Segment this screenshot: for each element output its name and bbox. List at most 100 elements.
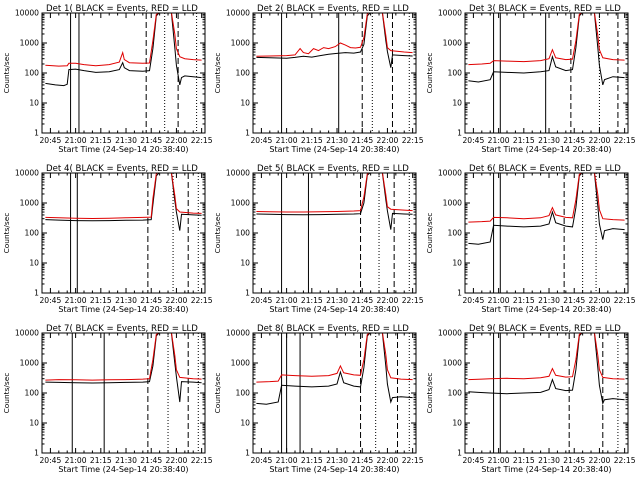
y-tick-label: 1 bbox=[34, 129, 39, 138]
x-tick-label: 20:45 bbox=[462, 456, 484, 465]
y-tick-label: 1 bbox=[245, 129, 250, 138]
y-tick-label: 10000 bbox=[226, 9, 250, 18]
x-tick-label: 21:15 bbox=[513, 296, 535, 305]
x-tick-label: 20:45 bbox=[39, 456, 61, 465]
panel-title: Det 4( BLACK = Events, RED = LLD bbox=[46, 164, 198, 174]
x-tick-label: 22:15 bbox=[614, 136, 636, 145]
x-tick-label: 22:00 bbox=[165, 456, 187, 465]
y-axis-label: Counts/sec bbox=[2, 213, 11, 254]
y-axis-label: Counts/sec bbox=[2, 373, 11, 414]
series-events-line bbox=[468, 13, 625, 86]
x-tick-label: 22:15 bbox=[191, 136, 213, 145]
x-tick-label: 21:00 bbox=[488, 136, 510, 145]
series-lld-line bbox=[468, 333, 625, 381]
series-lld-line bbox=[468, 173, 625, 223]
x-tick-label: 21:30 bbox=[538, 456, 560, 465]
y-tick-label: 100 bbox=[448, 69, 463, 78]
x-tick-label: 22:15 bbox=[402, 136, 424, 145]
x-axis-label: Start Time (24-Sep-14 20:38:40) bbox=[269, 305, 399, 314]
y-tick-label: 100 bbox=[448, 229, 463, 238]
y-tick-label: 10000 bbox=[438, 169, 462, 178]
x-tick-label: 21:30 bbox=[538, 136, 560, 145]
y-tick-label: 100 bbox=[25, 389, 40, 398]
y-tick-label: 1000 bbox=[231, 199, 250, 208]
plot-frame bbox=[41, 172, 206, 294]
y-tick-label: 10000 bbox=[438, 329, 462, 338]
series-lld-line bbox=[256, 333, 413, 383]
y-tick-label: 10 bbox=[29, 259, 39, 268]
x-tick-label: 22:00 bbox=[165, 296, 187, 305]
series-events-line bbox=[468, 333, 625, 406]
y-tick-label: 1000 bbox=[443, 199, 462, 208]
y-tick-label: 1000 bbox=[443, 359, 462, 368]
series-events-line bbox=[256, 333, 413, 405]
y-tick-label: 10 bbox=[452, 419, 462, 428]
panel-title: Det 9( BLACK = Events, RED = LLD bbox=[469, 324, 621, 334]
panel-det3: Det 3( BLACK = Events, RED = LLD Counts/s… bbox=[425, 4, 636, 154]
x-tick-label: 21:15 bbox=[301, 456, 323, 465]
plot-frame bbox=[41, 12, 206, 134]
y-axis-label: Counts/sec bbox=[425, 373, 434, 414]
y-tick-label: 1000 bbox=[20, 359, 39, 368]
x-tick-label: 21:45 bbox=[140, 296, 162, 305]
series-lld-line bbox=[468, 13, 625, 66]
y-tick-label: 100 bbox=[236, 69, 251, 78]
series-events-line bbox=[256, 13, 413, 68]
y-tick-label: 10000 bbox=[15, 9, 39, 18]
x-tick-label: 20:45 bbox=[39, 136, 61, 145]
x-axis-label: Start Time (24-Sep-14 20:38:40) bbox=[58, 145, 188, 154]
y-tick-label: 1000 bbox=[231, 39, 250, 48]
x-tick-label: 21:30 bbox=[326, 456, 348, 465]
panel-det4: Det 4( BLACK = Events, RED = LLD Counts/s… bbox=[2, 164, 213, 314]
y-tick-label: 1 bbox=[457, 289, 462, 298]
x-tick-label: 21:00 bbox=[65, 136, 87, 145]
x-tick-label: 21:00 bbox=[276, 456, 298, 465]
x-tick-label: 21:15 bbox=[513, 456, 535, 465]
x-tick-label: 21:30 bbox=[115, 296, 137, 305]
x-axis-label: Start Time (24-Sep-14 20:38:40) bbox=[481, 145, 611, 154]
y-tick-label: 10000 bbox=[226, 169, 250, 178]
y-axis-label: Counts/sec bbox=[213, 373, 222, 414]
x-tick-label: 21:30 bbox=[115, 136, 137, 145]
x-tick-label: 21:00 bbox=[65, 456, 87, 465]
panel-title: Det 5( BLACK = Events, RED = LLD bbox=[257, 164, 409, 174]
series-events-line bbox=[45, 173, 202, 231]
x-tick-label: 20:45 bbox=[462, 296, 484, 305]
series-events-line bbox=[256, 173, 413, 230]
y-tick-label: 10 bbox=[452, 259, 462, 268]
y-axis-label: Counts/sec bbox=[425, 213, 434, 254]
plot-frame bbox=[252, 332, 417, 454]
y-axis-label: Counts/sec bbox=[213, 53, 222, 94]
x-tick-label: 21:30 bbox=[538, 296, 560, 305]
x-tick-label: 21:15 bbox=[301, 136, 323, 145]
x-axis-label: Start Time (24-Sep-14 20:38:40) bbox=[269, 465, 399, 474]
x-tick-label: 21:30 bbox=[326, 136, 348, 145]
y-tick-label: 100 bbox=[236, 229, 251, 238]
panel-title: Det 1( BLACK = Events, RED = LLD bbox=[46, 4, 198, 14]
x-tick-label: 21:00 bbox=[276, 296, 298, 305]
y-tick-label: 1 bbox=[34, 289, 39, 298]
y-tick-label: 10 bbox=[29, 99, 39, 108]
panel-title: Det 8( BLACK = Events, RED = LLD bbox=[257, 324, 409, 334]
x-tick-label: 21:15 bbox=[90, 296, 112, 305]
panel-det2: Det 2( BLACK = Events, RED = LLD Counts/s… bbox=[213, 4, 424, 154]
y-tick-label: 10 bbox=[240, 419, 250, 428]
x-tick-label: 22:15 bbox=[402, 296, 424, 305]
panel-title: Det 3( BLACK = Events, RED = LLD bbox=[469, 4, 621, 14]
panel-det8: Det 8( BLACK = Events, RED = LLD Counts/s… bbox=[213, 324, 424, 474]
x-tick-label: 22:15 bbox=[614, 296, 636, 305]
y-tick-label: 1 bbox=[245, 289, 250, 298]
y-tick-label: 1 bbox=[34, 449, 39, 458]
panel-det5: Det 5( BLACK = Events, RED = LLD Counts/s… bbox=[213, 164, 424, 314]
series-lld-line bbox=[45, 13, 202, 67]
series-lld-line bbox=[45, 173, 202, 220]
x-tick-label: 21:45 bbox=[563, 456, 585, 465]
y-tick-label: 1000 bbox=[443, 39, 462, 48]
x-tick-label: 21:45 bbox=[140, 136, 162, 145]
y-tick-label: 10000 bbox=[438, 9, 462, 18]
x-tick-label: 21:45 bbox=[351, 456, 373, 465]
series-events-line bbox=[45, 13, 202, 87]
y-tick-label: 100 bbox=[25, 229, 40, 238]
plot-frame bbox=[464, 12, 629, 134]
